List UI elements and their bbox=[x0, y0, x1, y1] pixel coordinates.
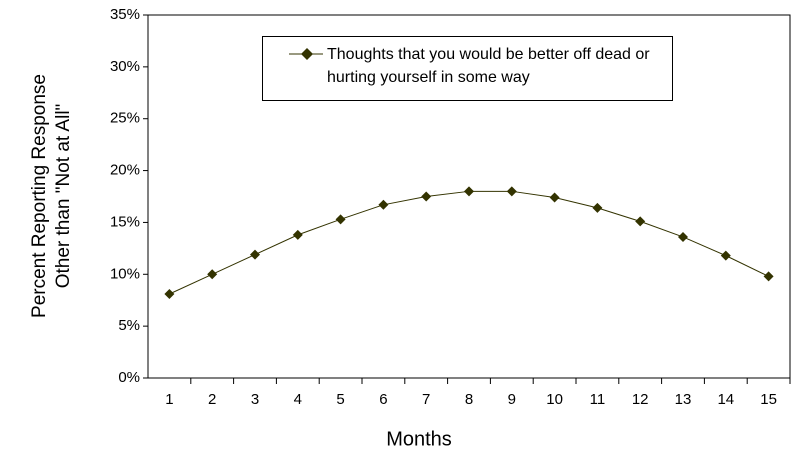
y-tick-label: 20% bbox=[110, 162, 140, 179]
x-tick-label: 13 bbox=[675, 391, 692, 408]
x-tick-label: 15 bbox=[760, 391, 777, 408]
y-tick-label: 30% bbox=[110, 58, 140, 75]
data-point bbox=[549, 192, 560, 203]
data-point bbox=[635, 216, 646, 227]
x-tick-label: 10 bbox=[546, 391, 563, 408]
data-point bbox=[720, 250, 731, 261]
series-line bbox=[169, 190, 769, 295]
y-tick-label: 25% bbox=[110, 110, 140, 127]
legend-label: Thoughts that you would be better off de… bbox=[327, 46, 650, 86]
legend-marker bbox=[301, 48, 313, 60]
legend: Thoughts that you would be better off de… bbox=[262, 36, 673, 101]
x-tick-label: 7 bbox=[422, 391, 430, 408]
data-point bbox=[335, 214, 346, 225]
x-tick-label: 1 bbox=[165, 391, 173, 408]
data-point bbox=[207, 269, 218, 280]
x-tick-label: 8 bbox=[465, 391, 473, 408]
y-axis-title: Percent Reporting Response bbox=[29, 74, 50, 318]
x-tick-label: 4 bbox=[294, 391, 302, 408]
data-point bbox=[763, 271, 774, 282]
y-tick-label: 35% bbox=[110, 6, 140, 23]
x-tick-label: 5 bbox=[336, 391, 344, 408]
data-point bbox=[464, 186, 474, 197]
data-point bbox=[592, 202, 603, 213]
y-tick-label: 0% bbox=[118, 369, 140, 386]
data-point bbox=[250, 249, 260, 260]
data-point bbox=[506, 186, 517, 197]
x-tick-label: 6 bbox=[379, 391, 387, 408]
x-axis-title: Months bbox=[386, 428, 452, 450]
x-tick-label: 12 bbox=[632, 391, 649, 408]
y-tick-label: 10% bbox=[110, 265, 140, 282]
data-point bbox=[164, 288, 175, 299]
data-point bbox=[292, 229, 303, 240]
x-tick-label: 11 bbox=[590, 391, 606, 408]
data-point bbox=[378, 199, 389, 210]
y-tick-label: 15% bbox=[110, 213, 140, 230]
data-point bbox=[421, 191, 432, 202]
data-point bbox=[678, 231, 688, 242]
y-axis-title: Other than "Not at All" bbox=[53, 104, 74, 289]
x-tick-label: 2 bbox=[208, 391, 216, 408]
y-tick-label: 5% bbox=[118, 317, 140, 334]
plot-area bbox=[147, 14, 791, 379]
x-tick-label: 3 bbox=[251, 391, 259, 408]
legend-symbol bbox=[289, 48, 323, 60]
x-tick-label: 14 bbox=[717, 391, 734, 408]
x-tick-label: 9 bbox=[508, 391, 516, 408]
